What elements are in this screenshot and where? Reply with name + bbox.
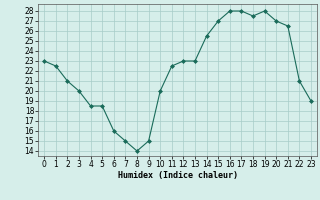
X-axis label: Humidex (Indice chaleur): Humidex (Indice chaleur): [118, 171, 238, 180]
